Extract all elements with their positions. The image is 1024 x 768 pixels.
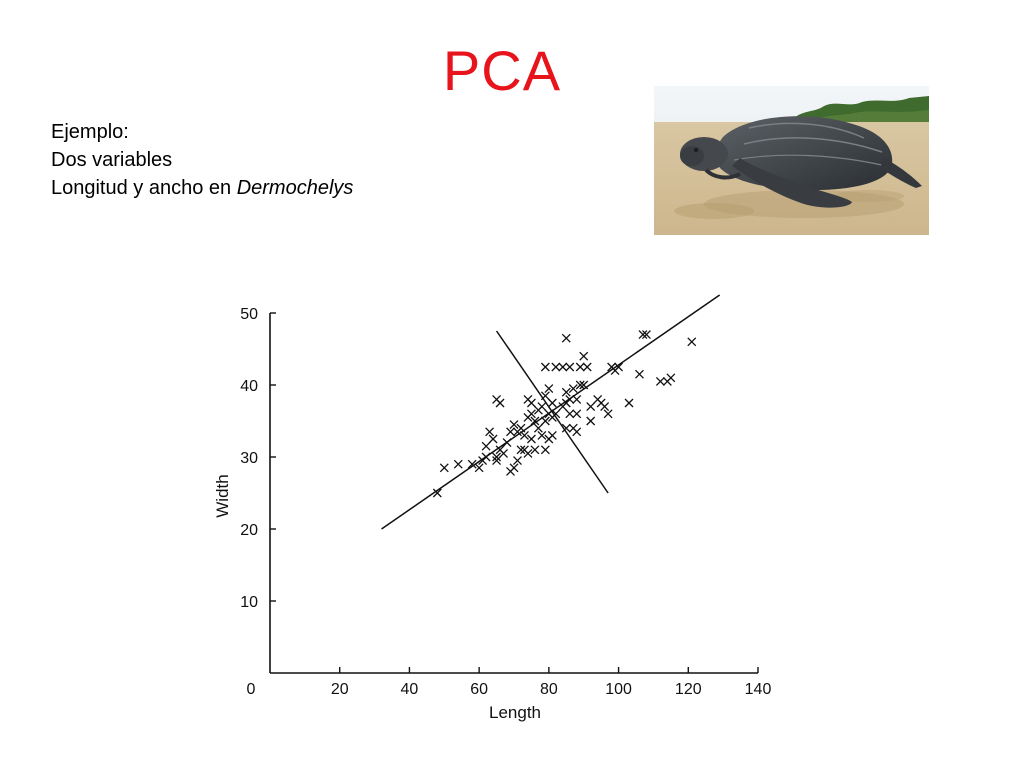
data-point-x-marker	[481, 441, 491, 451]
data-point-x-marker	[561, 387, 571, 397]
data-point-x-marker	[474, 463, 484, 473]
intro-line-variables: Dos variables	[51, 149, 173, 171]
data-point-x-marker	[530, 445, 540, 455]
data-point-x-marker	[533, 423, 543, 433]
data-point-x-marker	[575, 380, 585, 390]
data-point-x-marker	[547, 398, 557, 408]
data-point-x-marker	[513, 456, 522, 466]
data-point-x-marker	[432, 488, 442, 498]
data-point-x-marker	[481, 452, 491, 462]
data-point-x-marker	[579, 351, 589, 361]
leatherback-turtle-photo	[654, 86, 929, 235]
data-point-x-marker	[509, 420, 519, 430]
y-tick-label: 20	[240, 522, 258, 539]
data-point-x-marker	[544, 384, 554, 394]
data-point-x-marker	[603, 409, 613, 419]
data-point-x-marker	[526, 409, 536, 419]
data-point-x-marker	[600, 402, 610, 412]
data-point-x-marker	[561, 333, 571, 343]
data-point-x-marker	[614, 362, 624, 372]
y-tick-label: 10	[240, 594, 258, 611]
data-point-x-marker	[638, 330, 648, 340]
data-point-x-marker	[572, 427, 582, 437]
data-point-x-marker	[624, 398, 634, 408]
data-point-x-marker	[547, 430, 557, 440]
data-point-x-marker	[526, 434, 536, 444]
data-point-x-marker	[655, 376, 665, 386]
y-axis-label: Width	[213, 474, 232, 517]
slide-title: PCA	[442, 39, 562, 102]
data-point-x-marker	[502, 438, 512, 448]
data-point-x-marker	[540, 391, 550, 401]
data-point-x-marker	[537, 430, 547, 440]
data-point-x-marker	[540, 416, 550, 426]
data-point-x-marker	[565, 394, 575, 404]
x-tick-label: 40	[401, 681, 419, 698]
intro-line-description: Longitud y ancho en Dermochelys	[51, 174, 353, 202]
data-point-x-marker	[506, 427, 515, 437]
chart-ticks: 02040608010012014010203040500	[240, 306, 771, 698]
x-axis-label: Length	[489, 703, 541, 722]
x-tick-label: 140	[745, 681, 772, 698]
data-points	[432, 330, 697, 498]
data-point-x-marker	[516, 445, 526, 455]
data-point-x-marker	[540, 445, 550, 455]
data-point-x-marker	[516, 423, 526, 433]
data-point-x-marker	[537, 402, 547, 412]
intro-line-prefix: Longitud y ancho en	[51, 177, 237, 199]
data-point-x-marker	[586, 416, 596, 426]
data-point-x-marker	[565, 362, 575, 372]
data-point-x-marker	[586, 402, 596, 412]
data-point-x-marker	[582, 362, 592, 372]
data-point-x-marker	[495, 398, 505, 408]
chart-axes	[269, 313, 758, 674]
intro-text: Ejemplo: Dos variables Longitud y ancho …	[51, 118, 353, 202]
data-point-x-marker	[687, 337, 697, 347]
data-point-x-marker	[540, 362, 550, 372]
species-name: Dermochelys	[236, 177, 354, 199]
data-point-x-marker	[492, 452, 502, 462]
data-point-x-marker	[558, 362, 568, 372]
data-point-x-marker	[551, 362, 561, 372]
x-tick-label: 80	[540, 681, 558, 698]
data-point-x-marker	[530, 416, 540, 426]
data-point-x-marker	[568, 384, 578, 394]
x-tick-label: 120	[675, 681, 702, 698]
y-tick-label: 50	[240, 306, 258, 323]
data-point-x-marker	[523, 448, 533, 458]
data-point-x-marker	[485, 427, 495, 437]
data-point-x-marker	[635, 369, 644, 379]
data-point-x-marker	[509, 463, 519, 473]
data-point-x-marker	[572, 394, 582, 404]
data-point-x-marker	[579, 380, 589, 390]
origin-label: 0	[247, 681, 256, 698]
minor-axis-line	[495, 330, 609, 494]
x-tick-label: 100	[605, 681, 632, 698]
data-point-x-marker	[519, 430, 529, 440]
intro-line-example: Ejemplo:	[51, 121, 129, 143]
y-tick-label: 30	[240, 450, 258, 467]
data-point-x-marker	[561, 423, 571, 433]
data-point-x-marker	[572, 409, 582, 419]
data-point-x-marker	[575, 362, 585, 372]
data-point-x-marker	[499, 448, 509, 458]
data-point-x-marker	[453, 459, 463, 469]
data-point-x-marker	[526, 398, 536, 408]
data-point-x-marker	[641, 330, 651, 340]
data-point-x-marker	[439, 463, 449, 473]
data-point-x-marker	[565, 409, 575, 419]
x-tick-label: 60	[470, 681, 488, 698]
data-point-x-marker	[492, 456, 502, 466]
data-point-x-marker	[488, 434, 498, 444]
data-point-x-marker	[467, 459, 477, 469]
data-point-x-marker	[551, 409, 561, 419]
x-tick-label: 20	[331, 681, 349, 698]
data-point-x-marker	[666, 373, 676, 383]
y-tick-label: 40	[240, 378, 258, 395]
